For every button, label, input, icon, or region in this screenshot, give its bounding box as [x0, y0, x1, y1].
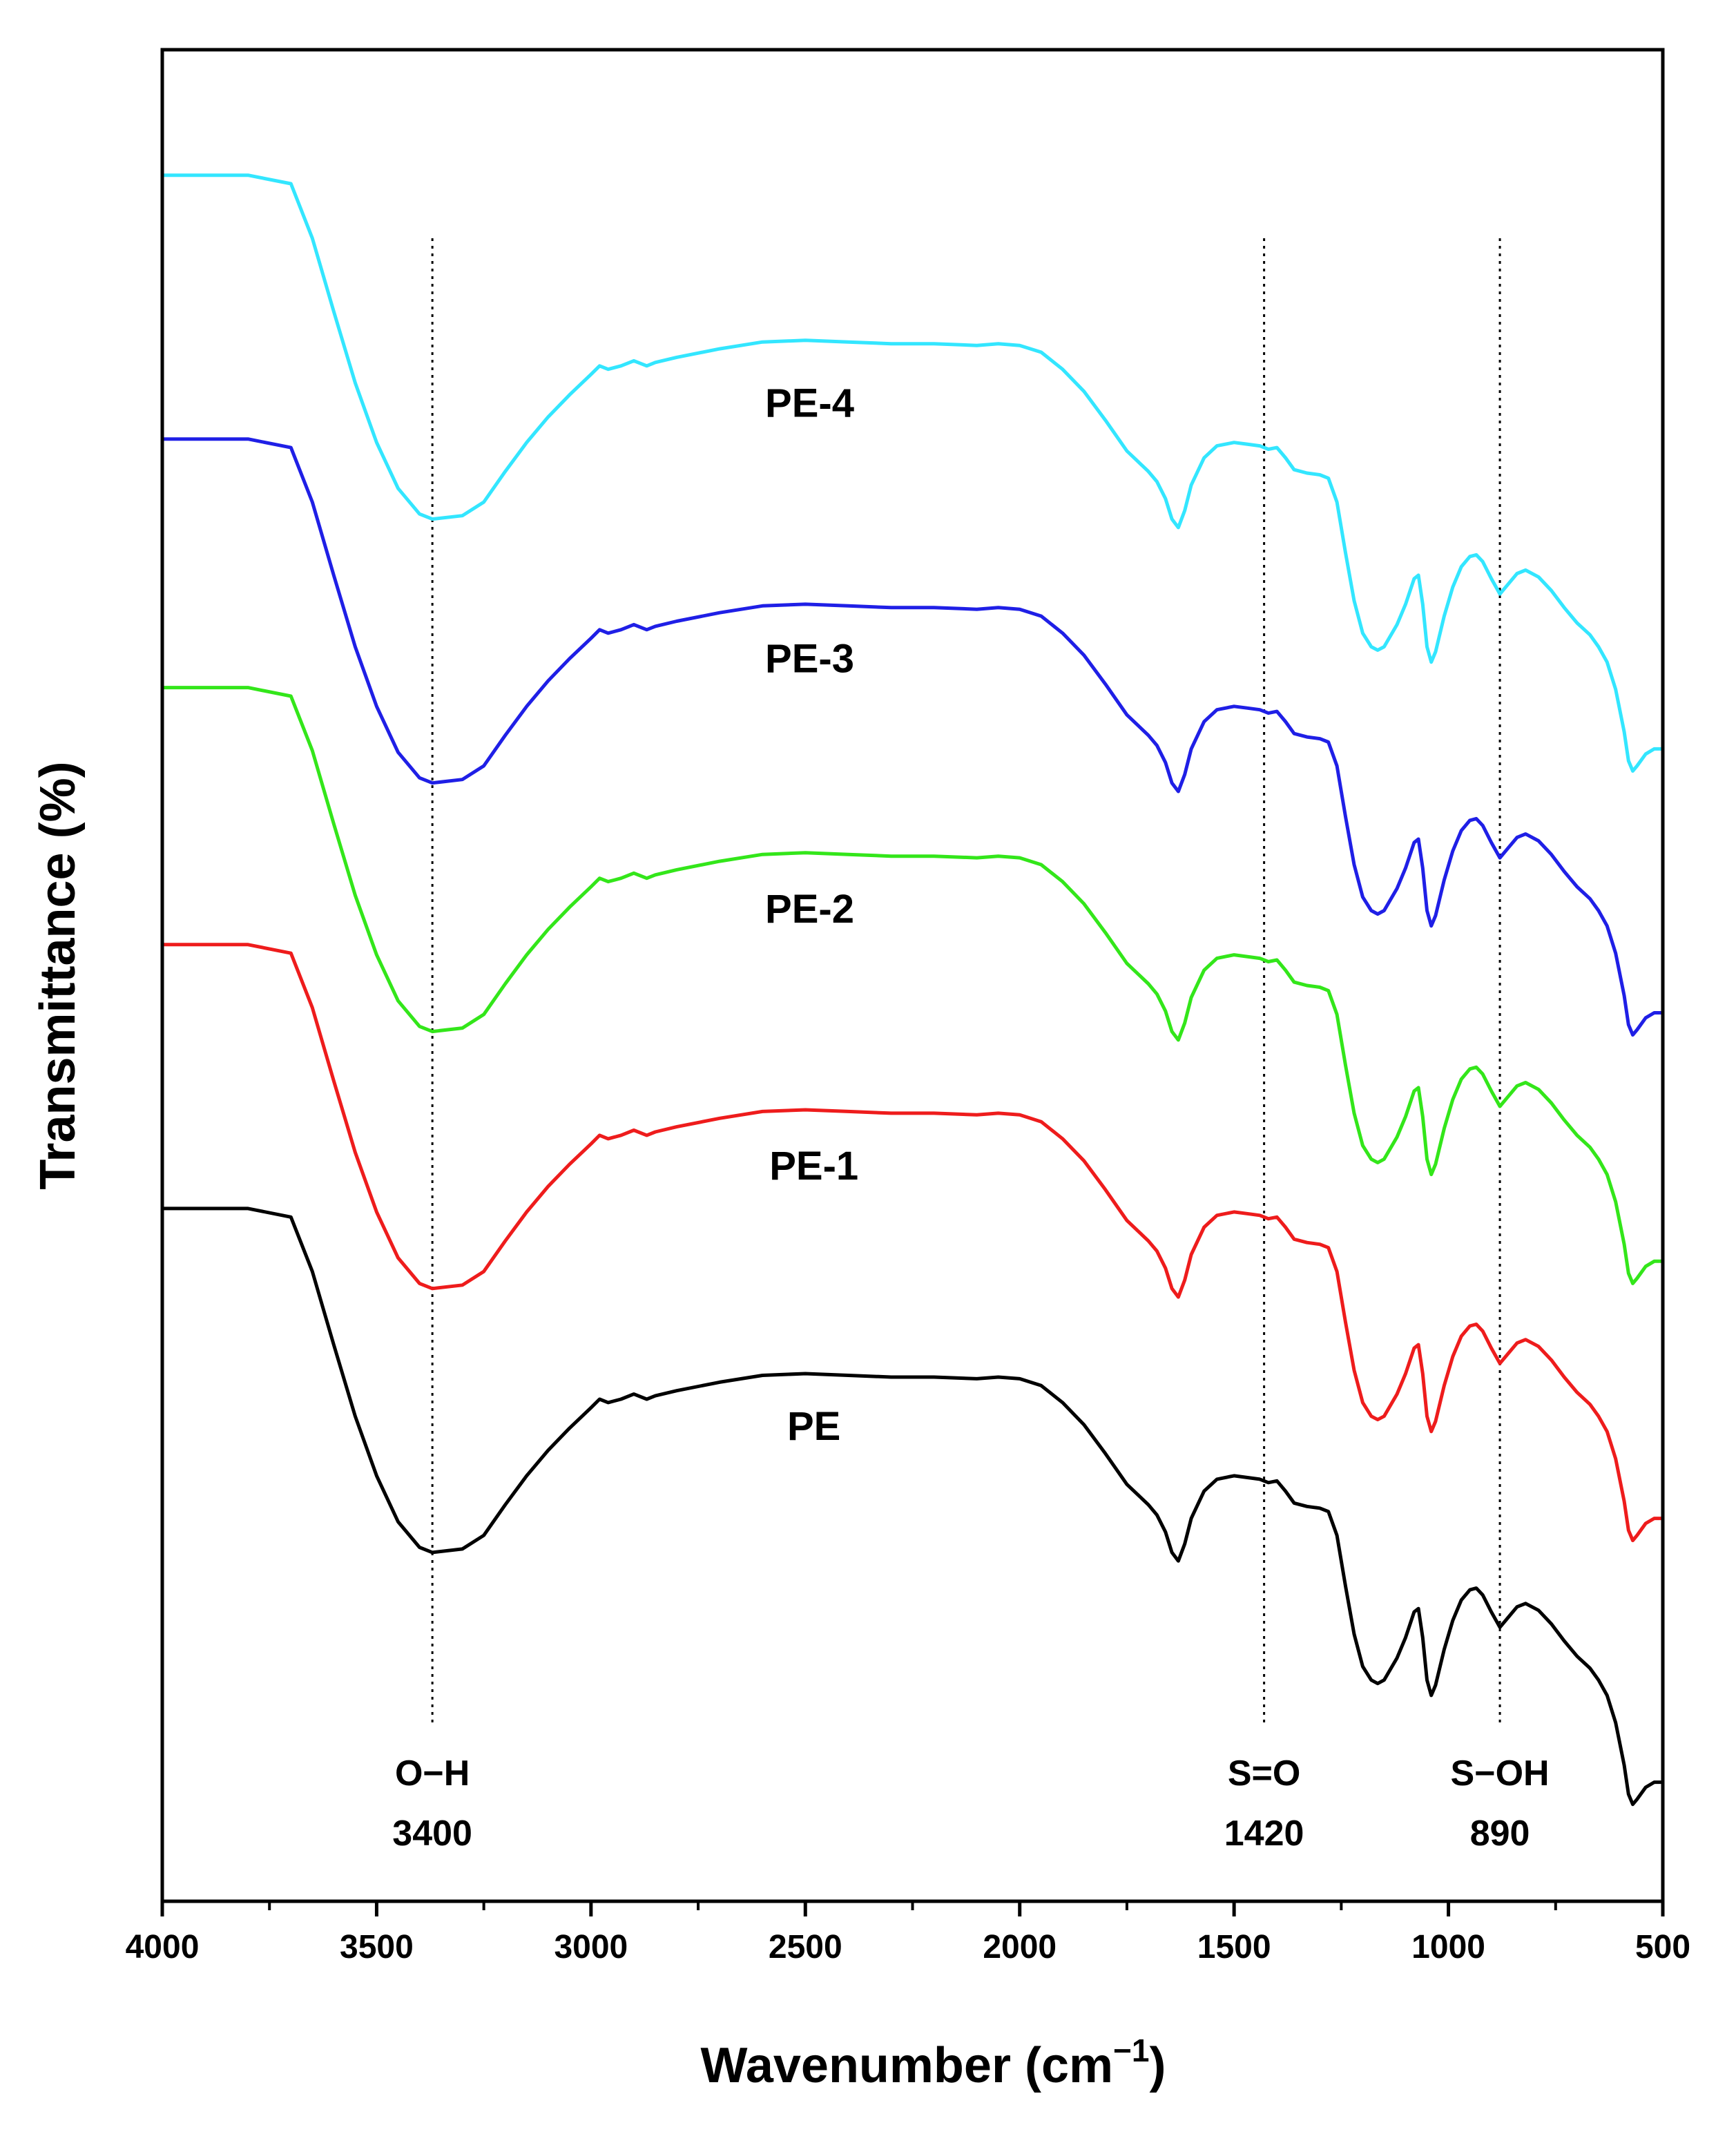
band-label-1: S=O	[1228, 1753, 1301, 1794]
band-label-0: O−H	[395, 1753, 470, 1794]
band-value-2: 890	[1470, 1814, 1530, 1854]
x-axis-title: Wavenumber (cm−1)	[701, 2032, 1166, 2093]
x-axis-title-close: )	[1149, 2038, 1166, 2093]
band-annotations: O−H 3400 S=O 1420 S−OH 890	[392, 1753, 1549, 1854]
x-tick-label-1500: 1500	[1197, 1929, 1271, 1965]
x-axis-ticks: 4000 3500 3000 2500 2000 1500 1000 500	[126, 1901, 1690, 1965]
series-label-pe-1: PE-1	[769, 1144, 858, 1189]
band-value-0: 3400	[392, 1814, 472, 1854]
series-label-pe: PE	[787, 1404, 840, 1449]
series-label-pe-2: PE-2	[765, 887, 854, 932]
series-line-pe-2	[160, 686, 1665, 1285]
x-tick-label-3000: 3000	[554, 1929, 628, 1965]
x-axis-title-main: Wavenumber (cm	[701, 2038, 1113, 2093]
series-line-pe	[160, 1207, 1665, 1807]
series-labels: PE-4 PE-3 PE-2 PE-1 PE	[765, 381, 858, 1449]
reference-lines	[431, 238, 1501, 1727]
series-label-pe-3: PE-3	[765, 636, 854, 681]
x-tick-label-3500: 3500	[340, 1929, 414, 1965]
series-line-pe-1	[160, 943, 1665, 1543]
series-line-pe-4	[160, 173, 1665, 773]
x-axis-title-superscript: −1	[1113, 2032, 1149, 2068]
series-lines	[160, 173, 1665, 1807]
series-label-pe-4: PE-4	[765, 381, 854, 426]
x-tick-label-1000: 1000	[1411, 1929, 1485, 1965]
y-axis-title: Transmittance (%)	[30, 761, 86, 1189]
band-label-2: S−OH	[1451, 1753, 1550, 1794]
x-tick-label-500: 500	[1635, 1929, 1690, 1965]
x-tick-label-2500: 2500	[769, 1929, 842, 1965]
x-tick-label-2000: 2000	[983, 1929, 1057, 1965]
series-line-pe-3	[160, 437, 1665, 1037]
x-tick-label-4000: 4000	[126, 1929, 200, 1965]
band-value-1: 1420	[1224, 1814, 1304, 1854]
